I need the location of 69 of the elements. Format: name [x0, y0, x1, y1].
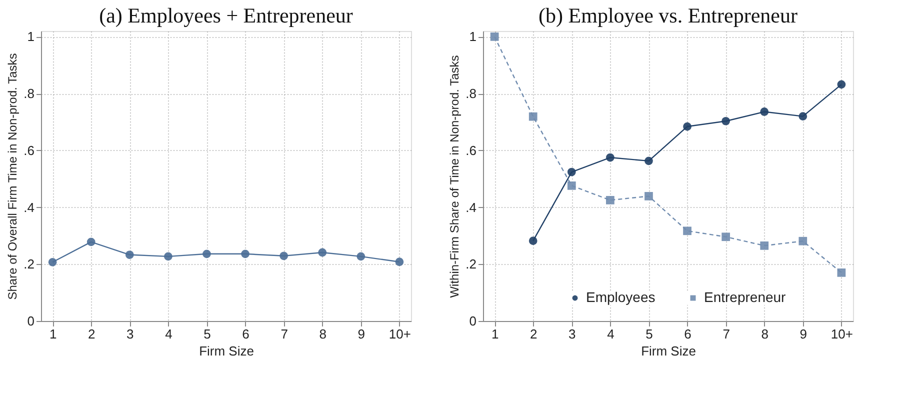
x-tick-label: 9 — [800, 326, 808, 342]
point — [567, 168, 576, 176]
point — [528, 112, 538, 121]
y-tick-label: .8 — [24, 86, 34, 102]
point — [837, 80, 846, 89]
legend-label: Entrepreneur — [704, 289, 786, 305]
chart-title: (a) Employees + Entrepreneur — [99, 4, 353, 28]
y-tick-label: 0 — [469, 314, 476, 328]
point — [48, 258, 57, 266]
x-tick-label: 3 — [126, 326, 134, 342]
point — [722, 116, 730, 126]
point — [798, 236, 808, 246]
x-tick-label: 7 — [280, 326, 288, 342]
y-tick-label: .6 — [24, 142, 34, 158]
y-tick-label: .8 — [466, 86, 476, 102]
point — [644, 192, 653, 200]
point — [490, 32, 499, 41]
x-tick-label: 10+ — [388, 326, 411, 342]
x-tick-label: 7 — [722, 326, 730, 342]
point — [318, 248, 327, 257]
point — [356, 252, 366, 261]
point — [125, 250, 134, 259]
x-tick-label: 1 — [491, 326, 499, 342]
y-tick-label: 1 — [469, 29, 476, 44]
x-tick-label: 5 — [646, 326, 653, 342]
x-axis-title: Firm Size — [199, 344, 254, 358]
legend-label: Employees — [586, 289, 656, 305]
y-tick-label: .4 — [24, 200, 34, 215]
point — [606, 196, 614, 204]
point — [567, 181, 576, 190]
point — [395, 258, 404, 266]
y-tick-label: 0 — [27, 314, 34, 328]
point — [837, 268, 846, 277]
x-tick-label: 9 — [358, 326, 366, 342]
x-tick-label: 6 — [242, 326, 250, 342]
x-tick-label: 3 — [568, 326, 576, 342]
x-axis-title: Firm Size — [641, 344, 696, 358]
x-tick-label: 4 — [165, 326, 172, 342]
point — [164, 252, 172, 261]
x-tick-label: 4 — [607, 326, 614, 342]
x-tick-label: 10+ — [830, 326, 853, 342]
point — [722, 232, 730, 242]
x-tick-label: 2 — [530, 326, 538, 342]
point — [760, 108, 769, 116]
point — [528, 236, 538, 245]
chart-title: (b) Employee vs. Entrepreneur — [538, 4, 798, 28]
point — [760, 241, 769, 250]
y-tick-label: 1 — [27, 29, 34, 44]
x-tick-label: 8 — [761, 326, 768, 342]
point — [683, 122, 692, 131]
x-tick-label: 2 — [88, 326, 96, 342]
y-axis-title: Within-Firm Share of Time in Non-prod. Tasks — [448, 55, 462, 298]
x-tick-label: 1 — [49, 326, 57, 342]
point — [683, 226, 692, 236]
point — [280, 252, 288, 260]
x-tick-label: 5 — [204, 326, 211, 342]
y-tick-label: .2 — [466, 256, 476, 272]
y-tick-label: .4 — [466, 200, 476, 215]
point — [86, 238, 96, 246]
point — [798, 112, 808, 120]
point — [202, 250, 211, 258]
point — [644, 156, 653, 166]
y-axis-title: Share of Overall Firm Time in Non-prod. Tasks — [6, 53, 20, 300]
y-tick-label: .2 — [24, 256, 34, 272]
x-tick-label: 8 — [319, 326, 326, 342]
x-tick-label: 6 — [684, 326, 692, 342]
point — [606, 153, 614, 162]
point — [241, 250, 250, 258]
y-tick-label: .6 — [466, 142, 476, 158]
